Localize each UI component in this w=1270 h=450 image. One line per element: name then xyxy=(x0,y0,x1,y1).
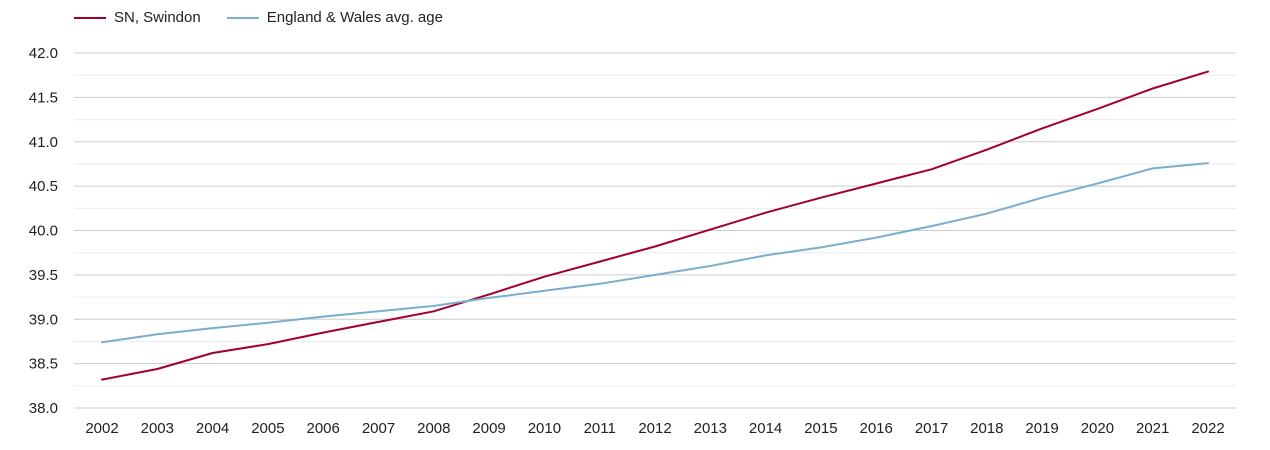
x-tick-label: 2009 xyxy=(472,420,505,437)
legend-label-swindon: SN, Swindon xyxy=(114,9,201,26)
grid-lines xyxy=(74,52,1236,409)
y-tick-label: 39.0 xyxy=(29,311,58,328)
series-lines xyxy=(101,70,1209,381)
x-tick-label: 2015 xyxy=(804,420,837,437)
legend-item-england-wales: England & Wales avg. age xyxy=(226,9,443,26)
legend-label-england-wales: England & Wales avg. age xyxy=(266,9,443,26)
x-tick-label: 2021 xyxy=(1136,420,1169,437)
x-tick-label: 2002 xyxy=(85,420,118,437)
x-tick-label: 2018 xyxy=(970,420,1003,437)
x-tick-label: 2012 xyxy=(638,420,671,437)
x-tick-label: 2016 xyxy=(860,420,893,437)
x-tick-label: 2007 xyxy=(362,420,395,437)
chart-legend: SN, Swindon England & Wales avg. age xyxy=(74,9,469,26)
series-line-england-wales xyxy=(101,162,1209,344)
x-tick-label: 2011 xyxy=(584,420,616,437)
y-tick-label: 39.5 xyxy=(29,267,58,284)
x-tick-label: 2013 xyxy=(694,420,727,437)
x-tick-label: 2019 xyxy=(1025,420,1058,437)
y-tick-label: 38.0 xyxy=(29,400,58,417)
x-tick-label: 2005 xyxy=(251,420,284,437)
x-tick-label: 2010 xyxy=(528,420,561,437)
x-tick-label: 2020 xyxy=(1081,420,1114,437)
y-tick-label: 42.0 xyxy=(29,45,58,62)
y-tick-label: 41.5 xyxy=(29,89,58,106)
x-tick-label: 2022 xyxy=(1191,420,1224,437)
y-tick-label: 38.5 xyxy=(29,356,58,373)
legend-swatch-swindon xyxy=(74,16,106,19)
x-tick-label: 2008 xyxy=(417,420,450,437)
x-tick-label: 2004 xyxy=(196,420,229,437)
axis-labels: 38.0 38.5 39.0 39.5 40.0 40.5 41.0 41.5 42.0 2002… xyxy=(29,45,1225,437)
x-tick-label: 2003 xyxy=(141,420,174,437)
legend-item-swindon: SN, Swindon xyxy=(74,9,201,26)
legend-swatch-england-wales xyxy=(226,16,259,19)
y-tick-label: 41.0 xyxy=(29,134,58,151)
y-tick-label: 40.0 xyxy=(29,223,58,240)
x-tick-label: 2006 xyxy=(307,420,340,437)
series-line-swindon xyxy=(101,70,1209,381)
x-tick-label: 2014 xyxy=(749,420,782,437)
x-tick-label: 2017 xyxy=(915,420,948,437)
y-tick-label: 40.5 xyxy=(29,178,58,195)
